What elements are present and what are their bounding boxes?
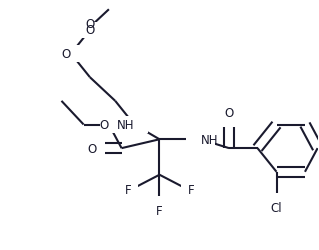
Text: O: O [225,106,234,119]
FancyBboxPatch shape [87,140,105,157]
FancyBboxPatch shape [120,117,148,133]
Text: O: O [85,24,94,37]
Text: NH: NH [117,118,134,132]
Text: F: F [124,183,131,196]
FancyBboxPatch shape [186,132,215,148]
Text: O: O [87,142,96,155]
FancyBboxPatch shape [62,46,80,62]
FancyBboxPatch shape [81,23,99,39]
Text: O: O [62,48,71,61]
FancyBboxPatch shape [181,182,195,198]
FancyBboxPatch shape [220,111,238,127]
FancyBboxPatch shape [100,117,118,133]
Text: O: O [85,18,94,31]
FancyBboxPatch shape [266,194,287,210]
Text: F: F [156,204,163,218]
Text: F: F [188,183,195,196]
Text: Cl: Cl [271,202,282,214]
Text: NH: NH [201,133,218,146]
Text: O: O [100,118,109,132]
FancyBboxPatch shape [124,182,138,198]
FancyBboxPatch shape [153,196,166,212]
